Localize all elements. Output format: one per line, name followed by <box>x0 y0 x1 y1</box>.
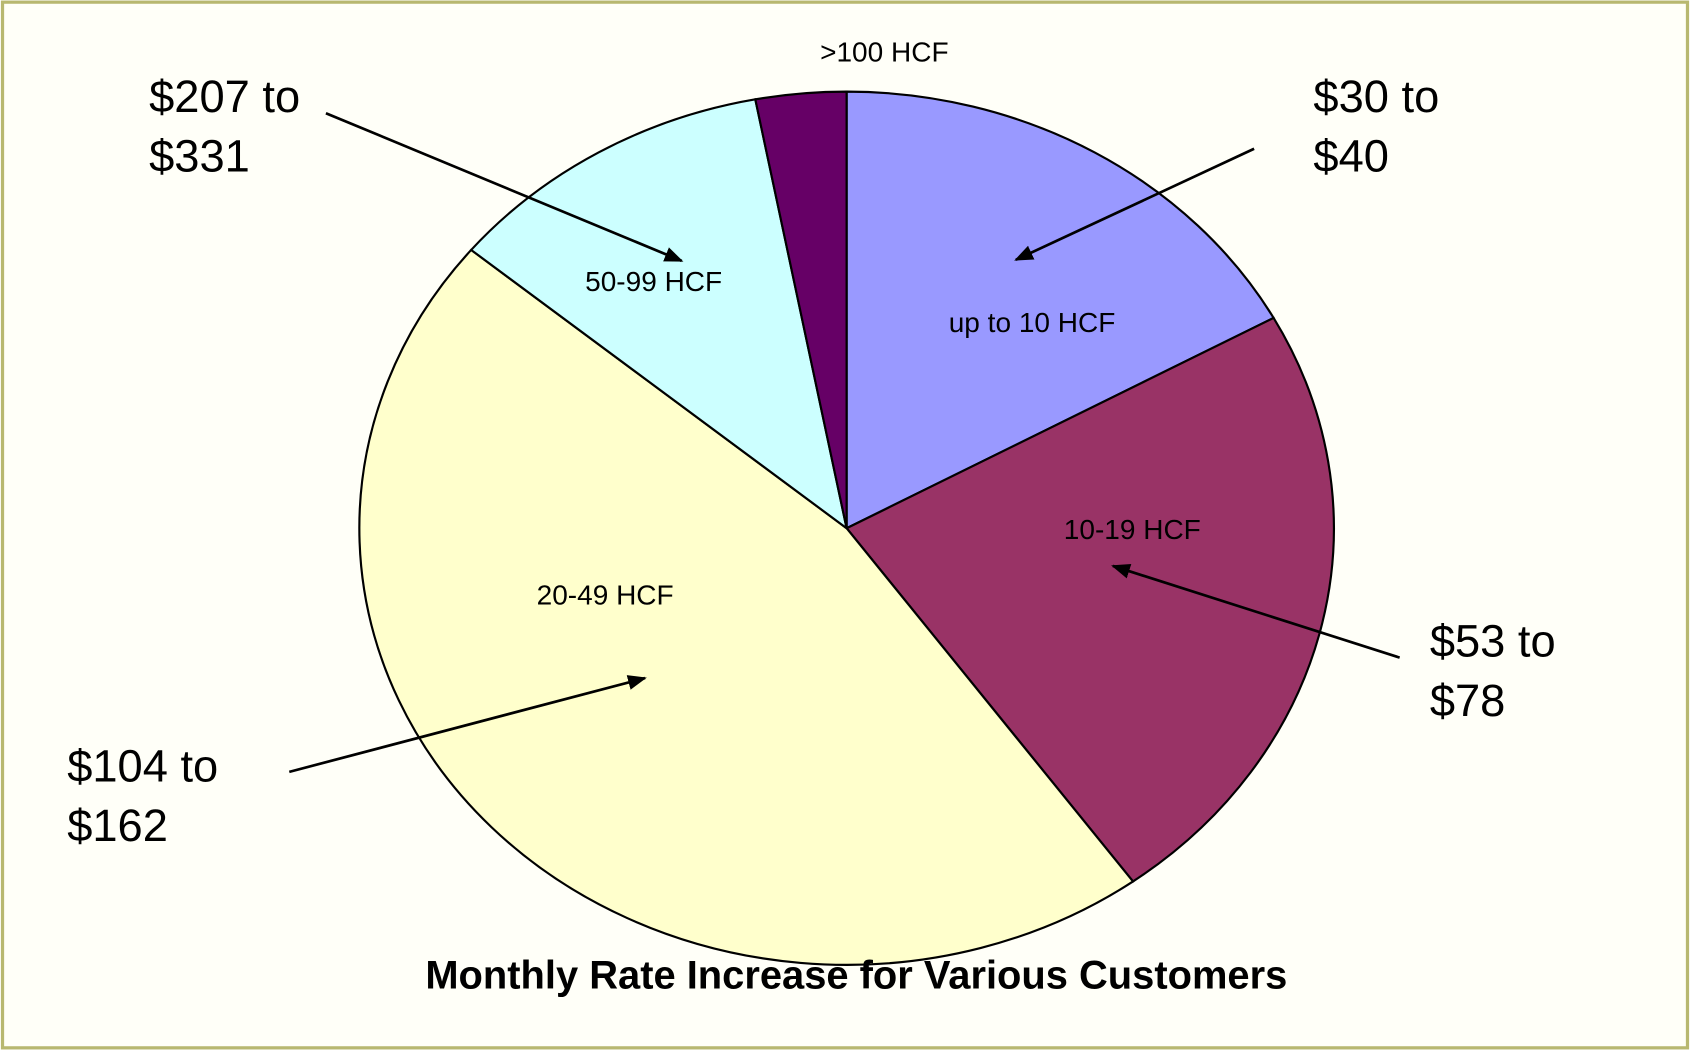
pie <box>358 90 1335 966</box>
pie-slice <box>754 90 848 529</box>
annotation: $40 <box>1313 131 1389 182</box>
annotation: $162 <box>67 800 168 851</box>
pie-slice <box>469 98 849 531</box>
slice-label: 10-19 HCF <box>1064 514 1201 545</box>
pie-slice <box>845 90 1276 530</box>
chart-title: Monthly Rate Increase for Various Custom… <box>425 953 1287 997</box>
annotation-arrows <box>288 111 1401 774</box>
slice-label: >100 HCF <box>820 36 948 67</box>
slice-label: 50-99 HCF <box>585 266 722 297</box>
annotation: $78 <box>1430 675 1506 726</box>
arrow <box>1111 563 1401 659</box>
annotation: $30 to <box>1313 71 1439 122</box>
annotation: $331 <box>149 131 250 182</box>
pie-slice <box>844 316 1335 883</box>
arrow <box>1014 147 1255 262</box>
arrow <box>325 111 684 263</box>
annotation: $104 to <box>67 741 218 792</box>
slice-label: 20-49 HCF <box>537 580 674 611</box>
pie-slice <box>358 248 1135 966</box>
slice-label: up to 10 HCF <box>949 307 1116 338</box>
arrow <box>288 675 647 774</box>
annotation: $207 to <box>149 71 300 122</box>
annotation: $53 to <box>1430 616 1556 667</box>
